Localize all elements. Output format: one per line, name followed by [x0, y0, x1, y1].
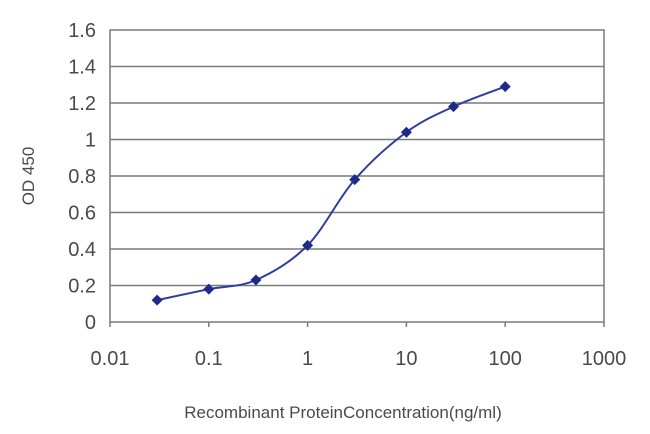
- y-tick-label: 0.4: [68, 239, 96, 261]
- data-point: [499, 81, 511, 93]
- x-axis-title: Recombinant ProteinConcentration(ng/ml): [184, 403, 502, 422]
- x-tick-label: 1: [302, 348, 313, 370]
- y-tick-label: 0.6: [68, 203, 96, 225]
- x-tick-label: 100: [489, 348, 522, 370]
- data-point: [203, 283, 215, 295]
- x-tick-marks: [109, 322, 605, 327]
- y-tick-label: 1: [85, 130, 96, 152]
- y-tick-label: 1.6: [68, 20, 96, 42]
- series-line: [156, 85, 506, 302]
- y-tick-label: 1.4: [68, 57, 96, 79]
- y-axis-title: OD 450: [19, 147, 38, 206]
- y-tick-label: 0.8: [68, 166, 96, 188]
- data-point: [400, 126, 412, 138]
- y-tick-label: 0: [85, 312, 96, 334]
- data-point: [349, 174, 361, 186]
- data-point: [250, 274, 262, 286]
- y-tick-labels: 0 0.2 0.4 0.6 0.8 1 1.2 1.4 1.6: [68, 20, 96, 334]
- y-tick-label: 0.2: [68, 276, 96, 298]
- data-points: [151, 81, 511, 306]
- x-tick-label: 10: [395, 348, 417, 370]
- data-point: [448, 101, 460, 113]
- grid-lines: [110, 65, 604, 287]
- x-tick-label: 1000: [582, 348, 627, 370]
- x-tick-label: 0.01: [91, 348, 130, 370]
- data-point: [151, 294, 163, 306]
- plot-frame: [109, 29, 605, 323]
- x-tick-label: 0.1: [195, 348, 223, 370]
- y-tick-label: 1.2: [68, 93, 96, 115]
- data-point: [302, 239, 314, 251]
- x-tick-labels: 0.01 0.1 1 10 100 1000: [91, 348, 627, 370]
